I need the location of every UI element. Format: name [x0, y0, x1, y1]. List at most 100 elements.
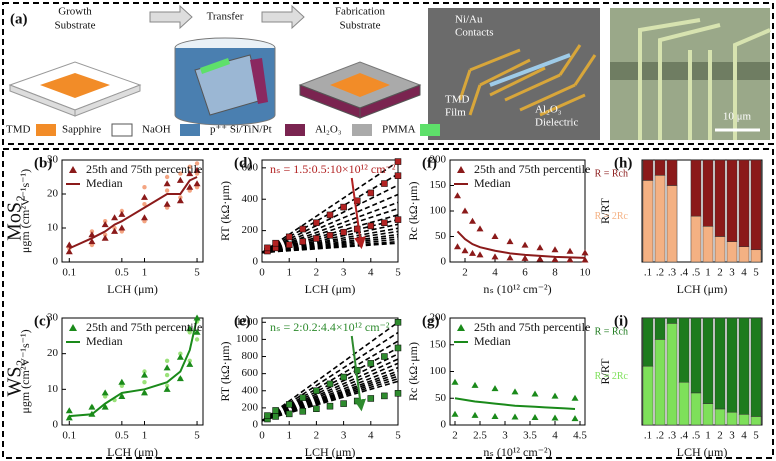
marker — [340, 400, 347, 407]
y-tick-label: 400 — [242, 384, 259, 396]
marker — [491, 233, 499, 239]
marker — [340, 203, 347, 211]
x-tick-label: 0.5 — [115, 430, 129, 442]
marker — [285, 401, 293, 408]
legend-swatch — [420, 124, 440, 136]
legend-label: Median — [86, 176, 123, 190]
marker — [163, 200, 171, 207]
marker — [571, 394, 579, 401]
marker — [178, 351, 183, 356]
legend-symbol — [69, 166, 77, 173]
x-tick-label: .4 — [680, 430, 689, 442]
y-tick-label: 150 — [430, 338, 447, 350]
panel-label: (i) — [614, 313, 628, 329]
marker — [101, 389, 109, 396]
bar-segment — [690, 215, 702, 263]
legend-symbol — [457, 324, 465, 331]
marker — [193, 314, 201, 321]
y-tick-label: 0 — [441, 256, 447, 268]
marker — [194, 337, 200, 342]
y-tick-label: 150 — [430, 179, 447, 191]
y-axis-label: R/RT — [598, 197, 612, 224]
marker — [451, 410, 459, 417]
marker — [101, 221, 109, 228]
row-label: WS₂ — [4, 360, 26, 397]
y-tick-label: 0 — [53, 256, 59, 268]
bar-segment — [702, 226, 714, 263]
marker — [521, 254, 529, 261]
panel-label: (c) — [34, 313, 51, 329]
marker — [511, 413, 519, 420]
marker — [299, 238, 307, 245]
marker — [454, 243, 461, 250]
marker — [313, 219, 320, 227]
marker — [163, 385, 171, 392]
marker — [471, 411, 479, 418]
y-tick-label: 20 — [47, 347, 59, 359]
y-axis-label: RT (kΩ·μm) — [218, 341, 232, 401]
marker — [140, 371, 148, 378]
legend-label: TMD — [6, 124, 31, 136]
bar-segment — [678, 381, 690, 426]
x-tick-label: 2 — [717, 430, 723, 442]
x-tick-label: .1 — [644, 267, 652, 279]
x-tick-label: .5 — [692, 430, 701, 442]
fit-line — [261, 227, 399, 254]
y-tick-label: 800 — [242, 350, 259, 362]
x-tick-label: 2 — [452, 430, 458, 442]
sapphire-side — [9, 84, 141, 117]
marker — [491, 385, 499, 392]
marker — [111, 227, 119, 234]
bar-segment — [666, 159, 678, 186]
x-tick-label: .5 — [692, 267, 701, 279]
x-tick-label: 0.5 — [115, 267, 129, 279]
marker — [88, 238, 96, 245]
marker — [178, 171, 183, 176]
panel-label: (a) — [10, 11, 28, 27]
bar-segment — [690, 392, 702, 426]
row-label: MoS₂ — [4, 195, 26, 241]
materials-legend: TMD Sapphire NaOH p⁺⁺ Si/TiN/Pt Al₂O₃ PM… — [6, 123, 440, 137]
bar-segment — [750, 317, 762, 417]
marker — [367, 395, 375, 402]
bar-segment — [738, 246, 750, 263]
x-tick-label: 2 — [462, 267, 468, 279]
marker — [193, 328, 201, 335]
bar-segment — [738, 414, 750, 426]
marker — [581, 256, 589, 263]
step-label: Substrate — [55, 20, 96, 32]
marker — [326, 380, 334, 388]
panel-label: (g) — [422, 313, 440, 329]
marker — [163, 180, 171, 187]
bar-segment — [702, 159, 714, 227]
x-tick-label: 8 — [552, 267, 558, 279]
fit-line — [261, 184, 399, 254]
legend-label: R = 2Rc — [595, 211, 629, 222]
step-label: Growth — [58, 6, 92, 18]
bar-segment — [714, 236, 726, 263]
y-tick-label: 600 — [242, 161, 259, 173]
y-tick-label: 10 — [47, 383, 59, 395]
marker — [118, 392, 126, 399]
marker — [176, 197, 184, 204]
marker — [536, 244, 544, 251]
x-tick-label: 4 — [492, 267, 498, 279]
marker — [142, 185, 147, 190]
x-tick-label: 4 — [741, 267, 747, 279]
y-tick-label: 0 — [53, 419, 59, 431]
marker — [326, 402, 334, 410]
y-axis-label: Rc (kΩ·μm) — [406, 181, 420, 240]
y-tick-label: 1200 — [236, 316, 259, 328]
marker — [566, 256, 574, 263]
marker — [187, 358, 192, 363]
marker — [285, 410, 293, 418]
median-line — [69, 317, 199, 418]
legend-label: NaOH — [142, 124, 171, 136]
legend-label: Median — [474, 176, 511, 190]
arrow — [350, 335, 366, 412]
bar-segment — [666, 185, 678, 263]
y-tick-label: 400 — [242, 193, 259, 205]
y-tick-label: 100 — [430, 365, 447, 377]
legend-swatch — [285, 124, 305, 136]
